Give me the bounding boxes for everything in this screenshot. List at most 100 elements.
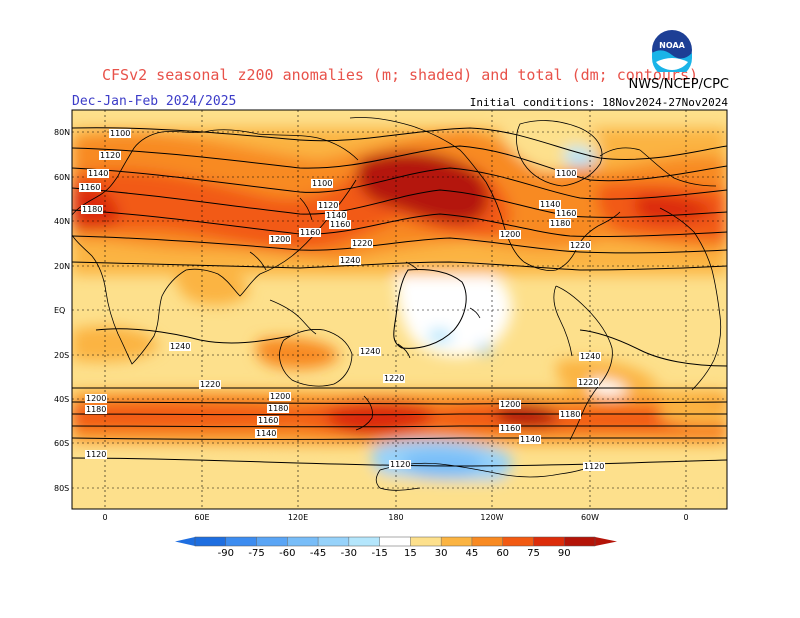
colorbar-segment (225, 537, 258, 546)
colorbar-segment (502, 537, 534, 546)
colorbar-tick-label: 75 (527, 548, 540, 559)
contour-label: 1160 (330, 220, 350, 229)
contour-label-bg (269, 235, 291, 244)
colorbar-tick-label: 90 (558, 548, 571, 559)
contour-label-bg (559, 410, 581, 419)
latitude-label: 60S (54, 439, 69, 448)
contour-label-bg (329, 220, 351, 229)
longitude-label: 0 (683, 513, 688, 522)
agency-label: NWS/NCEP/CPC (628, 77, 729, 92)
colorbar: -90 -75 -60 -45 -30 -15 15 30 45 60 75 90 (175, 536, 617, 559)
contour-label: 1140 (256, 429, 276, 438)
contour-label: 1220 (352, 239, 372, 248)
contour-label-bg (351, 239, 373, 248)
colorbar-segment (410, 537, 442, 546)
map-frame (71, 109, 728, 510)
forecast-period: Dec-Jan-Feb 2024/2025 (72, 94, 237, 109)
contour-label-bg (569, 241, 591, 250)
contour-label-bg (85, 450, 107, 459)
graticule (72, 110, 727, 509)
contour-label: 1140 (520, 435, 540, 444)
colorbar-arrow-left (175, 537, 195, 546)
longitude-label: 120W (480, 513, 503, 522)
latitude-label: 80S (54, 484, 69, 493)
logo-text: NOAA (659, 41, 685, 50)
contour-label-bg (555, 209, 577, 218)
longitude-labels: 0 60E 120E 180 120W 60W 0 (102, 513, 688, 522)
contour-label-bg (539, 200, 561, 209)
contour-label: 1240 (580, 352, 600, 361)
colorbar-segment (471, 537, 504, 546)
contour-label-bg (255, 429, 277, 438)
latitude-labels: 80N 60N 40N 20N EQ 20S 40S 60S 80S (54, 128, 70, 493)
contour-label: 1140 (88, 169, 108, 178)
contour-label-bg (519, 435, 541, 444)
latitude-label: EQ (54, 306, 65, 315)
contour-label-bg (299, 228, 321, 237)
longitude-label: 120E (288, 513, 308, 522)
contour-label: 1200 (270, 235, 290, 244)
contour-label-bg (389, 460, 411, 469)
colorbar-tick-label: 30 (435, 548, 448, 559)
contour-label: 1220 (578, 378, 598, 387)
contour-label-bg (555, 169, 577, 178)
contour-label: 1160 (556, 209, 576, 218)
colorbar-tick-label: -75 (248, 548, 264, 559)
contour-label-bg (169, 342, 191, 351)
contour-label-bg (267, 404, 289, 413)
contour-label-bg (79, 183, 101, 192)
contour-label-bg (577, 378, 599, 387)
longitude-label: 180 (388, 513, 403, 522)
colorbar-tick-label: -90 (218, 548, 234, 559)
contour-label: 1220 (570, 241, 590, 250)
contour-label: 1140 (540, 200, 560, 209)
contour-label-bg (359, 347, 381, 356)
colorbar-tick-label: -60 (279, 548, 295, 559)
colorbar-tick-label: -15 (371, 548, 387, 559)
contour-label: 1160 (300, 228, 320, 237)
contour-label-bg (579, 352, 601, 361)
contour-label: 1240 (340, 256, 360, 265)
contour-label: 1120 (584, 462, 604, 471)
contour-label: 1180 (268, 404, 288, 413)
contour-label-bg (87, 169, 109, 178)
contour-label: 1120 (86, 450, 106, 459)
colorbar-arrow-right (595, 537, 617, 546)
contour-label: 1200 (270, 392, 290, 401)
latitude-label: 60N (54, 173, 70, 182)
colorbar-tick-label: -30 (341, 548, 357, 559)
contour-label: 1100 (312, 179, 332, 188)
contour-label-bg (99, 151, 121, 160)
colorbar-segment (533, 537, 565, 546)
latitude-label: 20N (54, 262, 70, 271)
contour-label: 1160 (80, 183, 100, 192)
contour-label: 1180 (86, 405, 106, 414)
contour-label-bg (109, 129, 131, 138)
contour-label: 1120 (318, 201, 338, 210)
contour-label: 1180 (560, 410, 580, 419)
contour-label-bg (317, 201, 339, 210)
contour-label: 1100 (110, 129, 130, 138)
contour-label: 1240 (360, 347, 380, 356)
colorbar-tick-label: 15 (404, 548, 417, 559)
contour-label: 1160 (500, 424, 520, 433)
contour-label-bg (499, 230, 521, 239)
colorbar-segment (195, 537, 227, 546)
contour-label: 1200 (86, 394, 106, 403)
contour-label-bg (499, 424, 521, 433)
contour-label-bg (85, 405, 107, 414)
longitude-label: 60W (581, 513, 599, 522)
contour-label: 1220 (384, 374, 404, 383)
contour-label: 1100 (556, 169, 576, 178)
longitude-label: 60E (194, 513, 209, 522)
contour-label-bg (85, 394, 107, 403)
contour-label: 1200 (500, 400, 520, 409)
contour-label: 1180 (82, 205, 102, 214)
colorbar-segment (379, 537, 411, 546)
initial-conditions: Initial conditions: 18Nov2024-27Nov2024 (469, 96, 728, 109)
contour-label-bg (81, 205, 103, 214)
latitude-label: 20S (54, 351, 69, 360)
latitude-label: 40S (54, 395, 69, 404)
